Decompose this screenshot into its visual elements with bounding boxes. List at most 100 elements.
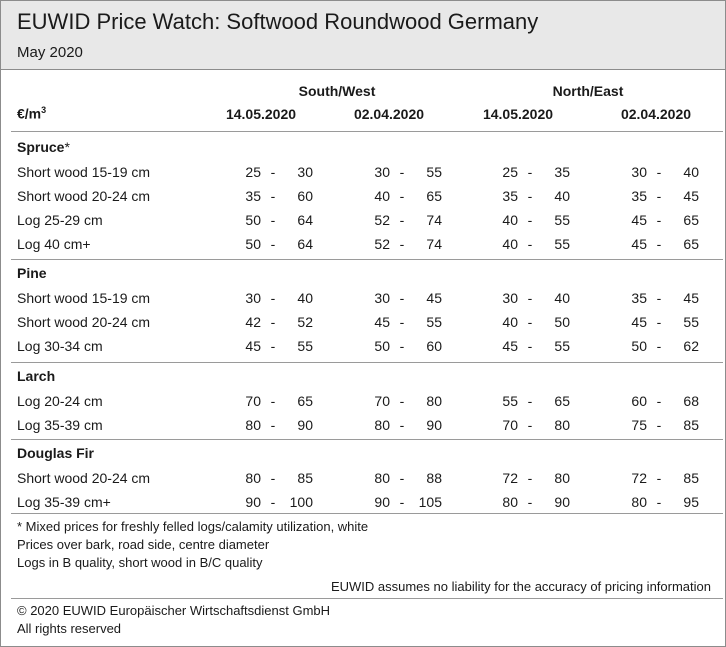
- price-high: 60: [426, 338, 442, 354]
- row-label: Short wood 15-19 cm: [17, 164, 151, 180]
- price-high: 65: [683, 236, 699, 252]
- price-range-cell: 80- 88: [362, 470, 452, 488]
- price-high: 90: [426, 417, 442, 433]
- footnote: Prices over bark, road side, centre diam…: [17, 537, 270, 552]
- header: EUWID Price Watch: Softwood Roundwood Ge…: [1, 1, 725, 70]
- range-dash: -: [527, 494, 533, 510]
- price-range-cell: 35- 40: [490, 188, 580, 206]
- range-dash: -: [399, 188, 405, 204]
- date-ne-current: 14.05.2020: [482, 106, 554, 122]
- price-low: 52: [374, 236, 390, 252]
- price-high: 105: [418, 494, 442, 510]
- price-low: 52: [374, 212, 390, 228]
- range-dash: -: [270, 314, 276, 330]
- price-low: 30: [374, 290, 390, 306]
- price-high: 68: [683, 393, 699, 409]
- row-label: Short wood 20-24 cm: [17, 470, 151, 486]
- price-range-cell: 45- 55: [233, 338, 323, 356]
- price-high: 55: [554, 338, 570, 354]
- price-low: 50: [631, 338, 647, 354]
- range-dash: -: [399, 314, 405, 330]
- price-high: 88: [426, 470, 442, 486]
- price-high: 55: [426, 314, 442, 330]
- row-label: Log 25-29 cm: [17, 212, 103, 228]
- price-range-cell: 75- 85: [619, 417, 709, 435]
- copyright-rights: All rights reserved: [17, 621, 122, 636]
- price-high: 55: [426, 164, 442, 180]
- price-range-cell: 80- 90: [362, 417, 452, 435]
- price-low: 80: [502, 494, 518, 510]
- range-dash: -: [399, 393, 405, 409]
- price-low: 25: [245, 164, 261, 180]
- price-low: 72: [502, 470, 518, 486]
- price-low: 60: [631, 393, 647, 409]
- range-dash: -: [527, 164, 533, 180]
- range-dash: -: [527, 236, 533, 252]
- price-range-cell: 25- 30: [233, 164, 323, 182]
- range-dash: -: [527, 393, 533, 409]
- price-high: 55: [683, 314, 699, 330]
- range-dash: -: [399, 290, 405, 306]
- price-high: 45: [426, 290, 442, 306]
- price-low: 40: [374, 188, 390, 204]
- section-name: Spruce: [17, 139, 65, 155]
- range-dash: -: [656, 314, 662, 330]
- price-high: 35: [554, 164, 570, 180]
- range-dash: -: [270, 236, 276, 252]
- price-low: 70: [502, 417, 518, 433]
- price-low: 75: [631, 417, 647, 433]
- range-dash: -: [527, 212, 533, 228]
- price-high: 80: [426, 393, 442, 409]
- price-range-cell: 45- 55: [619, 314, 709, 332]
- range-dash: -: [270, 494, 276, 510]
- unit-label: €/m3: [17, 105, 47, 122]
- price-range-cell: 52- 74: [362, 236, 452, 254]
- price-range-cell: 90-100: [233, 494, 323, 512]
- price-high: 52: [297, 314, 313, 330]
- range-dash: -: [527, 188, 533, 204]
- price-high: 80: [554, 417, 570, 433]
- price-low: 45: [245, 338, 261, 354]
- price-low: 40: [502, 236, 518, 252]
- price-low: 50: [245, 212, 261, 228]
- price-high: 65: [554, 393, 570, 409]
- row-label: Short wood 15-19 cm: [17, 290, 151, 306]
- price-high: 55: [554, 212, 570, 228]
- price-range-cell: 40- 55: [490, 212, 580, 230]
- section-note: *: [64, 139, 70, 155]
- price-low: 80: [374, 470, 390, 486]
- price-range-cell: 45- 65: [619, 236, 709, 254]
- price-low: 30: [502, 290, 518, 306]
- divider: [11, 513, 723, 514]
- price-high: 45: [683, 290, 699, 306]
- price-low: 45: [502, 338, 518, 354]
- section-heading: Pine: [17, 265, 47, 281]
- price-high: 90: [554, 494, 570, 510]
- range-dash: -: [270, 470, 276, 486]
- range-dash: -: [399, 338, 405, 354]
- price-high: 45: [683, 188, 699, 204]
- row-label: Log 20-24 cm: [17, 393, 103, 409]
- price-high: 62: [683, 338, 699, 354]
- price-range-cell: 45- 55: [490, 338, 580, 356]
- price-high: 85: [683, 470, 699, 486]
- range-dash: -: [270, 393, 276, 409]
- footnote: Logs in B quality, short wood in B/C qua…: [17, 555, 263, 570]
- price-low: 55: [502, 393, 518, 409]
- section-heading: Larch: [17, 368, 55, 384]
- copyright: © 2020 EUWID Europäischer Wirtschaftsdie…: [17, 603, 331, 618]
- date-sw-previous: 02.04.2020: [353, 106, 425, 122]
- price-high: 40: [554, 188, 570, 204]
- price-high: 40: [297, 290, 313, 306]
- price-low: 35: [245, 188, 261, 204]
- price-range-cell: 50- 64: [233, 236, 323, 254]
- price-range-cell: 30- 40: [619, 164, 709, 182]
- price-range-cell: 30- 40: [490, 290, 580, 308]
- price-high: 65: [683, 212, 699, 228]
- price-high: 64: [297, 236, 313, 252]
- section-name: Larch: [17, 368, 56, 384]
- page-title: EUWID Price Watch: Softwood Roundwood Ge…: [17, 9, 539, 34]
- range-dash: -: [399, 494, 405, 510]
- price-range-cell: 80- 85: [233, 470, 323, 488]
- price-high: 30: [297, 164, 313, 180]
